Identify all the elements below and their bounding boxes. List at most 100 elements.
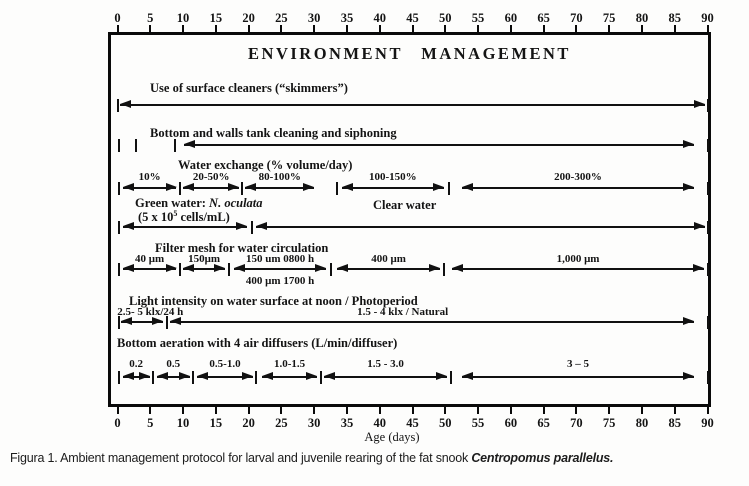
boundary-tick <box>319 370 322 384</box>
arrowhead-right-icon <box>432 183 444 192</box>
axis-tick-label: 60 <box>504 11 518 25</box>
axis-tick <box>444 25 447 32</box>
arrowhead-right-icon <box>241 372 253 381</box>
boundary-tick <box>117 220 120 234</box>
arrowhead-left-icon <box>256 222 268 231</box>
arrowhead-left-icon <box>156 372 168 381</box>
arrowhead-right-icon <box>178 372 190 381</box>
axis-tick-label: 25 <box>275 11 288 25</box>
axis-tick-label: 40 <box>373 11 386 25</box>
axis-tick-label: 30 <box>307 416 321 430</box>
arrowhead-left-icon <box>184 140 196 149</box>
arrowhead-left-icon <box>121 317 133 326</box>
boundary-tick <box>706 370 709 384</box>
axis-tick-label: 10 <box>176 416 190 430</box>
arrowhead-right-icon <box>429 264 441 273</box>
arrowhead-left-icon <box>234 264 246 273</box>
segment-label: 150μm <box>188 253 220 265</box>
axis-tick-label: 90 <box>701 416 714 430</box>
axis-tick <box>706 407 709 414</box>
boundary-tick <box>706 138 709 152</box>
axis-tick-label: 5 <box>147 11 154 25</box>
boundary-tick <box>174 138 177 152</box>
timeline-arrow <box>341 187 444 189</box>
segment-label: 3 – 5 <box>567 358 590 370</box>
boundary-tick <box>117 181 120 195</box>
arrowhead-left-icon <box>122 372 134 381</box>
boundary-tick <box>449 370 452 384</box>
segment-label: 2.5- 5 klx/24 h <box>117 306 184 318</box>
axis-tick-label: 75 <box>602 11 616 25</box>
axis-tick-label: 55 <box>471 11 485 25</box>
timeline-arrow <box>156 376 190 378</box>
segment-label: 0.5 <box>166 358 181 370</box>
axis-tick <box>182 407 185 414</box>
water-type-label-part: 5 <box>173 209 178 218</box>
timeline-arrow <box>169 321 695 323</box>
boundary-tick <box>117 315 120 329</box>
arrowhead-left-icon <box>451 264 463 273</box>
boundary-tick <box>165 315 168 329</box>
axis-tick <box>116 25 119 32</box>
water-type-label-part: Clear water <box>373 198 437 212</box>
axis-tick-label: 75 <box>602 416 616 430</box>
axis-tick-label: 30 <box>307 11 321 25</box>
tank-cleaning-label-part: Bottom and walls tank cleaning and sipho… <box>150 126 397 140</box>
timeline-arrow <box>197 376 253 378</box>
axis-tick-label: 5 <box>147 416 154 430</box>
boundary-tick <box>706 315 709 329</box>
bottom-aeration-label: Bottom aeration with 4 air diffusers (L/… <box>117 336 397 351</box>
timeline-arrow <box>234 268 326 270</box>
axis-tick-label: 0 <box>114 11 121 25</box>
axis-tick-label: 20 <box>242 11 255 25</box>
arrowhead-left-icon <box>169 317 181 326</box>
axis-tick-label: 35 <box>340 11 354 25</box>
arrowhead-left-icon <box>122 183 134 192</box>
axis-tick <box>182 25 185 32</box>
boundary-tick <box>241 181 244 195</box>
water-type-label: Green water: N. oculata <box>135 196 263 211</box>
water-type-label: (5 x 105 cells/mL) <box>138 209 230 225</box>
arrowhead-right-icon <box>303 183 315 192</box>
axis-tick <box>411 25 414 32</box>
arrowhead-right-icon <box>683 372 695 381</box>
arrowhead-left-icon <box>122 264 134 273</box>
boundary-tick <box>227 262 230 276</box>
arrowhead-right-icon <box>436 372 448 381</box>
boundary-tick <box>336 181 339 195</box>
axis-tick-label: 0 <box>114 416 121 430</box>
axis-tick <box>149 407 152 414</box>
arrowhead-right-icon <box>228 183 240 192</box>
axis-tick <box>378 407 381 414</box>
water-exchange-label: Water exchange (% volume/day) <box>178 158 352 173</box>
segment-label: 0.5-1.0 <box>209 358 241 370</box>
caption-text: Figura 1. Ambient management protocol fo… <box>10 451 472 465</box>
axis-tick-label: 70 <box>570 11 583 25</box>
boundary-tick <box>329 262 332 276</box>
axis-tick <box>509 407 512 414</box>
tank-cleaning-label: Bottom and walls tank cleaning and sipho… <box>150 126 397 141</box>
timeline-arrow <box>183 268 225 270</box>
arrowhead-right-icon <box>693 264 705 273</box>
boundary-tick <box>191 370 194 384</box>
segment-label: 0.2 <box>129 358 144 370</box>
axis-tick-label: 40 <box>373 416 386 430</box>
light-photoperiod-label-part: Light intensity on water surface at noon… <box>129 294 418 308</box>
segment-label: 10% <box>138 171 161 183</box>
surface-cleaners-label-part: Use of surface cleaners (“skimmers”) <box>150 81 348 95</box>
timeline-arrow <box>183 187 240 189</box>
axis-tick-label: 45 <box>406 11 419 25</box>
filter-mesh-label-part: Filter mesh for water circulation <box>155 241 329 255</box>
boundary-tick <box>706 98 709 112</box>
axis-tick-label: 50 <box>439 416 452 430</box>
arrowhead-right-icon <box>165 264 177 273</box>
arrowhead-left-icon <box>245 183 257 192</box>
boundary-tick <box>706 181 709 195</box>
axis-tick <box>673 407 676 414</box>
water-type-label-part: (5 x 10 <box>138 210 174 225</box>
axis-tick <box>411 407 414 414</box>
axis-tick <box>116 407 119 414</box>
axis-tick <box>247 407 250 414</box>
